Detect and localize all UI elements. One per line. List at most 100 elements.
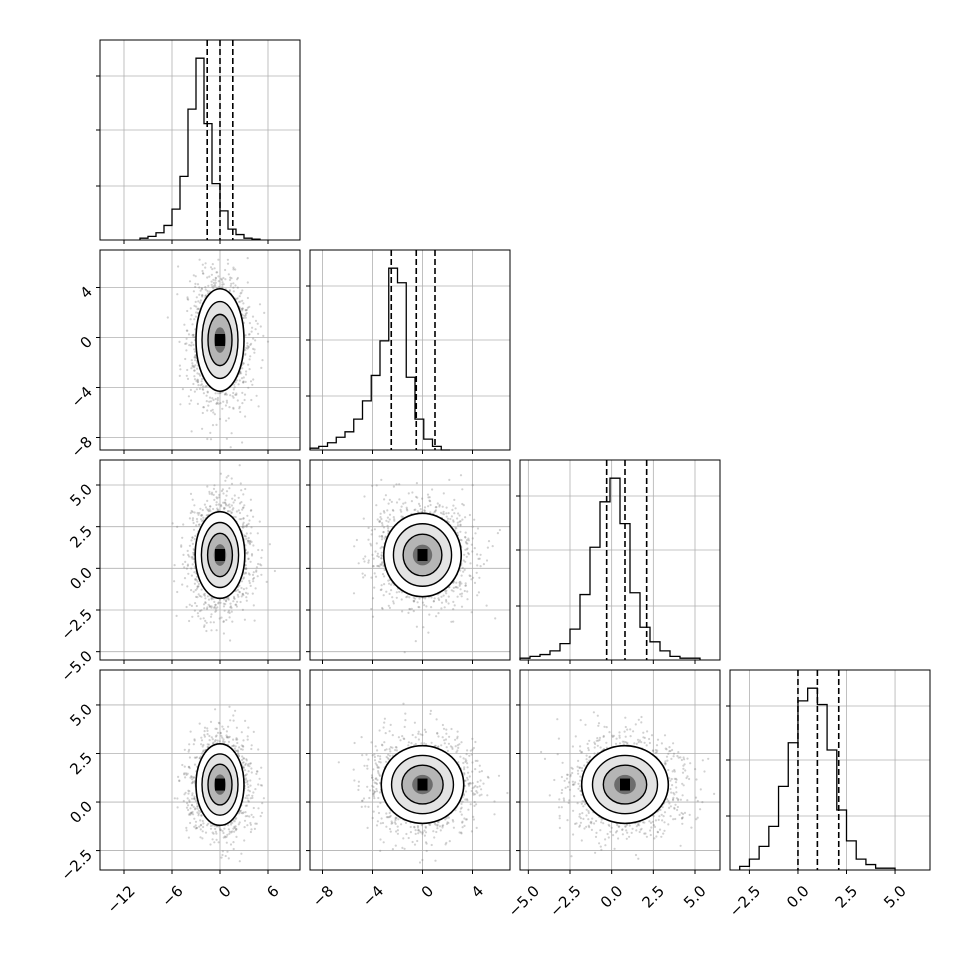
scatter-point xyxy=(221,407,224,410)
scatter-point xyxy=(496,532,499,535)
scatter-point xyxy=(459,520,462,523)
scatter-point xyxy=(390,583,393,586)
scatter-point xyxy=(458,514,461,517)
scatter-point xyxy=(242,362,245,365)
scatter-point xyxy=(464,536,467,539)
scatter-point xyxy=(201,830,204,833)
scatter-point xyxy=(475,571,478,574)
scatter-point xyxy=(390,500,393,503)
scatter-point xyxy=(465,542,468,545)
scatter-point xyxy=(445,592,448,595)
scatter-point xyxy=(238,295,241,298)
scatter-point xyxy=(258,777,261,780)
scatter-point xyxy=(257,783,260,786)
scatter-point xyxy=(242,757,245,760)
scatter-point xyxy=(232,396,235,399)
scatter-point xyxy=(219,391,222,394)
scatter-point xyxy=(193,355,196,359)
scatter-point xyxy=(239,292,242,295)
scatter-point xyxy=(438,598,441,602)
scatter-point xyxy=(438,504,441,507)
scatter-point xyxy=(476,594,479,597)
scatter-point xyxy=(182,523,185,526)
scatter-point xyxy=(224,501,227,504)
scatter-point xyxy=(235,835,238,839)
scatter-point xyxy=(229,394,232,397)
scatter-point xyxy=(376,554,379,558)
scatter-point xyxy=(386,509,389,512)
scatter-point xyxy=(459,580,462,583)
scatter-point xyxy=(250,509,253,512)
scatter-point xyxy=(215,734,218,737)
scatter-point xyxy=(249,779,252,782)
scatter-point xyxy=(191,364,194,367)
scatter-point xyxy=(244,778,247,781)
scatter-point xyxy=(470,578,473,581)
histogram-bin xyxy=(749,859,759,870)
scatter-point xyxy=(370,533,373,536)
scatter-point xyxy=(230,277,233,280)
scatter-point xyxy=(186,309,189,313)
scatter-point xyxy=(191,804,194,807)
scatter-point xyxy=(214,603,217,607)
scatter-point xyxy=(230,511,233,515)
scatter-point xyxy=(238,746,241,749)
scatter-point xyxy=(445,598,448,602)
scatter-point xyxy=(427,505,430,508)
scatter-point xyxy=(466,547,469,550)
scatter-point xyxy=(242,381,245,384)
scatter-point xyxy=(452,504,455,507)
histogram-bin xyxy=(406,377,415,450)
scatter-point xyxy=(234,393,237,396)
scatter-point xyxy=(393,519,396,522)
scatter-point xyxy=(222,602,225,605)
scatter-point xyxy=(222,632,225,635)
scatter-point xyxy=(362,576,365,579)
scatter-point xyxy=(210,597,213,600)
scatter-point xyxy=(400,515,403,518)
scatter-point xyxy=(420,510,423,513)
scatter-point xyxy=(183,566,186,569)
scatter-point xyxy=(362,557,365,560)
scatter-point xyxy=(195,524,198,527)
scatter-point xyxy=(245,311,248,315)
scatter-point xyxy=(222,506,226,509)
scatter-point xyxy=(215,501,218,504)
scatter-point xyxy=(190,589,193,592)
histogram-bin xyxy=(740,866,750,870)
scatter-point xyxy=(258,520,261,523)
scatter-point xyxy=(224,479,227,482)
scatter-point xyxy=(200,588,203,591)
scatter-point xyxy=(407,611,410,615)
scatter-point xyxy=(259,563,262,566)
scatter-point xyxy=(381,561,384,564)
panel-plot-area xyxy=(100,670,300,870)
scatter-point xyxy=(232,266,235,269)
scatter-point xyxy=(371,597,375,600)
histogram-3 xyxy=(726,669,931,874)
scatter-point xyxy=(471,537,474,540)
scatter-point xyxy=(202,272,205,275)
scatter-point xyxy=(227,824,230,827)
scatter-point xyxy=(208,508,211,511)
scatter-point xyxy=(245,773,248,776)
scatter-point xyxy=(450,515,453,518)
scatter-point xyxy=(421,497,424,500)
scatter-point xyxy=(452,590,455,593)
scatter-point xyxy=(208,492,211,495)
scatter-point xyxy=(189,318,192,321)
scatter-point xyxy=(467,552,470,555)
scatter-point xyxy=(252,378,255,381)
scatter-point xyxy=(218,417,222,421)
scatter-point xyxy=(251,326,254,329)
scatter-point xyxy=(201,387,204,391)
scatter-point xyxy=(242,493,245,496)
scatter-point xyxy=(460,574,463,577)
scatter-point xyxy=(211,408,214,411)
scatter-point xyxy=(191,536,194,539)
scatter-point xyxy=(460,582,463,585)
scatter-point xyxy=(220,278,223,281)
scatter-point xyxy=(414,508,417,511)
scatter-point xyxy=(240,372,243,375)
scatter-point xyxy=(198,258,201,261)
